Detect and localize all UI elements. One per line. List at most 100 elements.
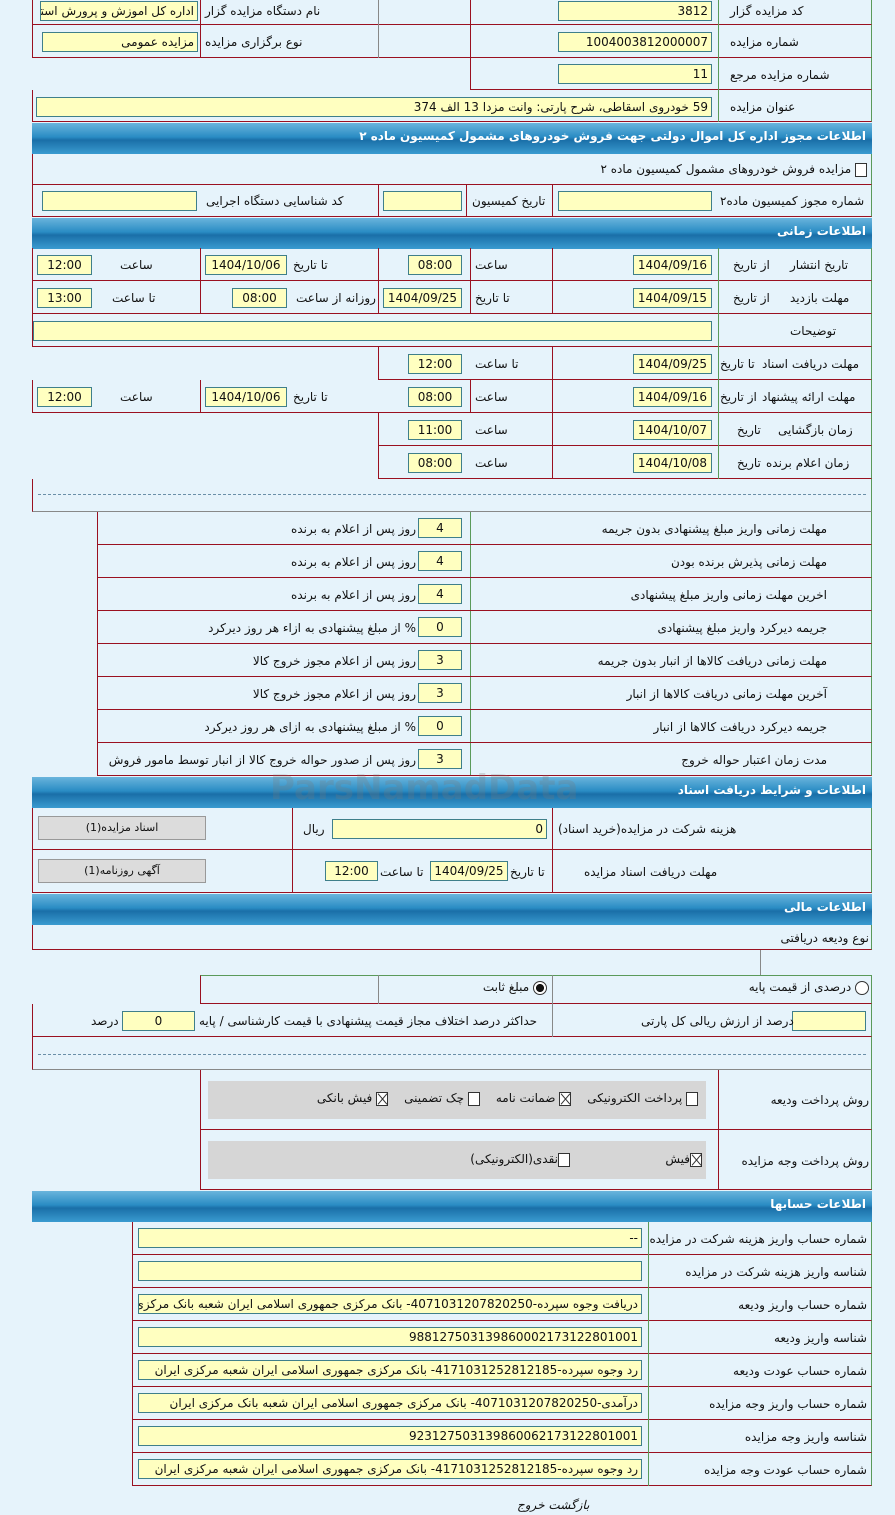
deadline-value-field[interactable]: 4 xyxy=(418,551,462,571)
deadline-value-field[interactable]: 3 xyxy=(418,683,462,703)
currency-label: ریال xyxy=(303,822,325,836)
account-row xyxy=(132,1453,872,1486)
deadline-row xyxy=(97,545,872,578)
account-value-field[interactable]: درآمدی-4071031207820250- بانک مرکزی جمهو… xyxy=(138,1393,642,1413)
from-date-label: از تاریخ xyxy=(733,291,770,305)
checkbox-checked-icon[interactable] xyxy=(559,1091,572,1106)
account-value-field[interactable]: رد وجوه سپرده-4171031252812185- بانک مرک… xyxy=(138,1459,642,1479)
offer-from-field[interactable]: 1404/09/16 xyxy=(633,387,712,407)
visit-daily-to-field[interactable]: 13:00 xyxy=(37,288,92,308)
deposit-cheque-option[interactable]: چک تضمینی xyxy=(404,1091,480,1106)
deposit-method-options: پرداخت الکترونیکی ضمانت نامه چک تضمینی ف… xyxy=(208,1091,698,1106)
auction-documents-button[interactable]: اسناد مزایده(1) xyxy=(38,816,206,840)
deadline-label: جریمه دیرکرد دریافت کالاها از انبار xyxy=(653,720,827,734)
payment-cash-option[interactable]: نقدی(الکترونیکی) xyxy=(470,1152,570,1167)
deadline-value-field[interactable]: 3 xyxy=(418,650,462,670)
deposit-bank-slip-option[interactable]: فیش بانکی xyxy=(317,1091,389,1106)
deadline-label: مدت زمان اعتبار حواله خروج xyxy=(681,753,827,767)
winner-time-field[interactable]: 08:00 xyxy=(408,453,462,473)
max-diff-field[interactable]: 0 xyxy=(122,1011,195,1031)
opening-time-field[interactable]: 11:00 xyxy=(408,420,462,440)
permit-field[interactable] xyxy=(558,191,712,211)
docs-to-field[interactable]: 1404/09/25 xyxy=(633,354,712,374)
auction-type-field[interactable]: مزایده عمومی xyxy=(42,32,198,52)
row-deposit-options xyxy=(200,975,872,1004)
row-payment-method xyxy=(200,1130,872,1190)
deadline-value-field[interactable]: 0 xyxy=(418,617,462,637)
account-value-field[interactable] xyxy=(138,1261,642,1281)
exec-id-field[interactable] xyxy=(42,191,197,211)
fee-field[interactable]: 0 xyxy=(332,819,547,839)
documents-header: اطلاعات و شرایط دریافت اسناد xyxy=(32,777,872,808)
checkbox-checked-icon[interactable] xyxy=(376,1091,389,1106)
row-fee xyxy=(32,808,872,850)
checkbox-checked-icon[interactable] xyxy=(690,1152,702,1167)
deadline-value-field[interactable]: 4 xyxy=(418,518,462,538)
exit-link[interactable]: خروج xyxy=(517,1498,545,1512)
to-time-label: تا ساعت xyxy=(112,291,156,305)
ref-number-field[interactable]: 11 xyxy=(558,64,712,84)
account-label: شماره حساب عودت ودیعه xyxy=(733,1364,867,1378)
deadline-unit: روز پس از اعلام مجوز خروج کالا xyxy=(252,687,416,701)
visit-daily-from-field[interactable]: 08:00 xyxy=(232,288,287,308)
payment-slip-option[interactable]: فیش xyxy=(665,1152,702,1167)
row-commission-fields xyxy=(32,185,872,217)
docs-time-field[interactable]: 12:00 xyxy=(325,861,378,881)
offer-to-field[interactable]: 1404/10/06 xyxy=(205,387,287,407)
offer-label: مهلت ارائه پیشنهاد xyxy=(762,390,856,404)
to-date-label: تا تاریخ xyxy=(293,390,328,404)
publish-to-field[interactable]: 1404/10/06 xyxy=(205,255,287,275)
deadline-value-field[interactable]: 4 xyxy=(418,584,462,604)
offer-from-time-field[interactable]: 08:00 xyxy=(408,387,462,407)
account-value-field[interactable]: 923127503139860062173122801001 xyxy=(138,1426,642,1446)
account-value-field[interactable]: -- xyxy=(138,1228,642,1248)
newspaper-ad-button[interactable]: آگهی روزنامه(1) xyxy=(38,859,206,883)
title-field[interactable]: 59 خودروی اسقاطی، شرح پارتی: وانت مزدا 1… xyxy=(36,97,712,117)
radio-fixed[interactable]: مبلغ ثابت xyxy=(483,980,547,995)
checkbox-icon[interactable] xyxy=(855,162,867,177)
radio-selected-icon[interactable] xyxy=(533,980,547,995)
radio-percent[interactable]: درصدی از قیمت پایه xyxy=(749,980,869,995)
deposit-guarantee-option[interactable]: ضمانت نامه xyxy=(495,1091,572,1106)
deadline-value-field[interactable]: 3 xyxy=(418,749,462,769)
deposit-method-label: روش پرداخت ودیعه xyxy=(770,1093,869,1107)
publish-from-time-field[interactable]: 08:00 xyxy=(408,255,462,275)
notes-field[interactable] xyxy=(33,321,712,341)
commission-date-field[interactable] xyxy=(383,191,462,211)
publish-to-time-field[interactable]: 12:00 xyxy=(37,255,92,275)
visit-from-field[interactable]: 1404/09/15 xyxy=(633,288,712,308)
notes-label: توضیحات xyxy=(790,324,837,338)
organizer-code-field[interactable]: 3812 xyxy=(558,1,712,21)
deadline-label: اخرین مهلت زمانی واریز مبلغ پیشنهادی xyxy=(630,588,827,602)
visit-to-field[interactable]: 1404/09/25 xyxy=(383,288,462,308)
winner-date-field[interactable]: 1404/10/08 xyxy=(633,453,712,473)
account-value-field[interactable]: رد وجوه سپرده-4171031252812185- بانک مرک… xyxy=(138,1360,642,1380)
publish-from-field[interactable]: 1404/09/16 xyxy=(633,255,712,275)
account-label: شناسه واریز هزینه شرکت در مزایده xyxy=(685,1265,867,1279)
row-commission-checkbox xyxy=(32,154,872,185)
checkbox-icon[interactable] xyxy=(558,1152,570,1167)
docs-to-time-field[interactable]: 12:00 xyxy=(408,354,462,374)
checkbox-icon[interactable] xyxy=(686,1091,698,1106)
accounts-header: اطلاعات حسابها xyxy=(32,1191,872,1222)
deadline-value-field[interactable]: 0 xyxy=(418,716,462,736)
auction-number-field[interactable]: 1004003812000007 xyxy=(558,32,712,52)
deadline-label: آخرین مهلت زمانی دریافت کالاها از انبار xyxy=(626,687,827,701)
back-link[interactable]: بازگشت xyxy=(548,1498,590,1512)
option-label: نقدی(الکترونیکی) xyxy=(470,1152,558,1166)
account-value-field[interactable]: دریافت وجوه سپرده-4071031207820250- بانک… xyxy=(138,1294,642,1314)
account-label: شماره حساب واریز وجه مزایده xyxy=(709,1397,867,1411)
percent-field[interactable] xyxy=(792,1011,866,1031)
row-visit xyxy=(32,281,872,314)
organizer-name-field[interactable]: اداره کل اموزش و پرورش استا xyxy=(40,1,198,21)
docs-date-field[interactable]: 1404/09/25 xyxy=(430,861,508,881)
checkbox-icon[interactable] xyxy=(467,1091,480,1106)
account-value-field[interactable]: 988127503139860002173122801001 xyxy=(138,1327,642,1347)
option-label: ضمانت نامه xyxy=(495,1091,556,1105)
deposit-electronic-option[interactable]: پرداخت الکترونیکی xyxy=(587,1091,698,1106)
opening-date-field[interactable]: 1404/10/07 xyxy=(633,420,712,440)
offer-to-time-field[interactable]: 12:00 xyxy=(37,387,92,407)
commission-checkbox[interactable]: مزایده فروش خودروهای مشمول کمیسیون ماده … xyxy=(600,162,867,177)
radio-empty-icon[interactable] xyxy=(855,980,869,995)
deadline-unit: % از مبلغ پیشنهادی به ازای هر روز دیرکرد xyxy=(204,720,416,734)
